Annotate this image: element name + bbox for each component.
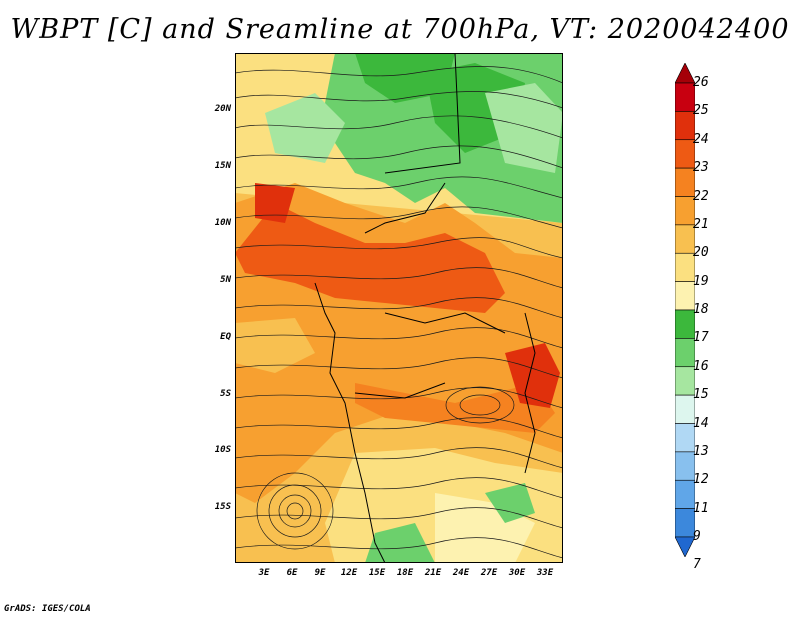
colorbar-swatch: [675, 423, 695, 453]
green-west-patch: [265, 93, 345, 163]
colorbar-swatch: [675, 338, 695, 368]
green-ne-patch: [485, 83, 563, 173]
lat-label: EQ: [220, 332, 231, 342]
colorbar-tick-label: 21: [693, 216, 709, 232]
chart-title: WBPT [C] and Sreamline at 700hPa, VT: 20…: [10, 14, 790, 45]
lat-label: 20N: [214, 104, 231, 114]
lon-label: 15E: [368, 568, 386, 578]
colorbar-swatch: [675, 111, 695, 141]
lon-label: 12E: [340, 568, 358, 578]
colorbar-tick-label: 15: [693, 387, 709, 403]
lon-label: 33E: [536, 568, 554, 578]
colorbar-tick-label: 12: [693, 472, 709, 488]
colorbar-tick-label: 17: [693, 330, 709, 346]
colorbar-tick-label: 11: [693, 500, 709, 516]
colorbar-swatch: [675, 196, 695, 226]
colorbar-swatch: [675, 451, 695, 481]
colorbar-tick-label: 20: [693, 245, 709, 261]
lon-label: 21E: [424, 568, 442, 578]
streamlines: [235, 66, 563, 559]
colorbar-swatch: [675, 139, 695, 169]
colorbar-swatch: [675, 82, 695, 112]
lat-label: 5S: [220, 389, 231, 399]
lon-label: 18E: [396, 568, 414, 578]
colorbar-top-arrow: [675, 63, 695, 84]
colorbar-swatch: [675, 281, 695, 311]
credit-text: GrADS: IGES/COLA: [4, 604, 91, 614]
lon-label: 30E: [508, 568, 526, 578]
colorbar-tick-label: 13: [693, 443, 709, 459]
colorbar-tick-label: 22: [693, 188, 709, 204]
orange-core-north: [235, 203, 505, 313]
colorbar: [675, 63, 695, 557]
colorbar-tick-label: 24: [693, 131, 709, 147]
colorbar-swatch: [675, 394, 695, 424]
colorbar-tick-label: 9: [693, 529, 701, 544]
lon-label: 6E: [286, 568, 298, 578]
colorbar-tick-label: 7: [693, 557, 701, 573]
lon-label: 27E: [480, 568, 498, 578]
colorbar-tick-label: 25: [693, 103, 709, 119]
colorbar-swatch: [675, 508, 695, 538]
colorbar-swatch: [675, 252, 695, 282]
map-border: [235, 53, 563, 563]
colorbar-tick-label: 18: [693, 302, 709, 317]
colorbar-tick-label: 14: [693, 415, 709, 431]
colorbar-swatch: [675, 224, 695, 254]
red-west-patch: [255, 183, 295, 223]
colorbar-tick-label: 16: [693, 358, 709, 374]
lat-label: 15S: [214, 502, 231, 512]
lat-label: 10S: [214, 445, 231, 455]
coastlines: [314, 53, 536, 563]
colorbar-swatch: [675, 366, 695, 396]
red-east-patch: [505, 343, 560, 408]
colorbar-tick-label: 26: [693, 75, 709, 90]
lon-label: 24E: [452, 568, 470, 578]
yellow-west-patch: [235, 318, 315, 373]
lon-label: 3E: [258, 568, 270, 578]
colorbar-tick-label: 19: [693, 273, 709, 289]
lat-label: 5N: [220, 275, 231, 285]
colorbar-tick-label: 23: [693, 160, 709, 176]
south-green-2: [485, 483, 535, 523]
colorbar-bottom-arrow: [675, 536, 695, 557]
lat-label: 15N: [214, 161, 231, 171]
lat-label: 10N: [214, 218, 231, 228]
colorbar-swatch: [675, 167, 695, 197]
south-green: [365, 523, 435, 563]
colorbar-swatch: [675, 479, 695, 509]
lon-label: 9E: [314, 568, 326, 578]
wbpt-map: [235, 53, 563, 563]
colorbar-swatch: [675, 309, 695, 339]
